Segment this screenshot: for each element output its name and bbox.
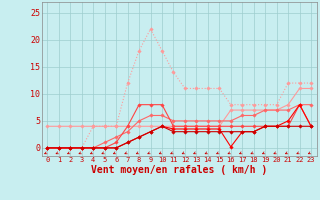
X-axis label: Vent moyen/en rafales ( km/h ): Vent moyen/en rafales ( km/h ) — [91, 165, 267, 175]
